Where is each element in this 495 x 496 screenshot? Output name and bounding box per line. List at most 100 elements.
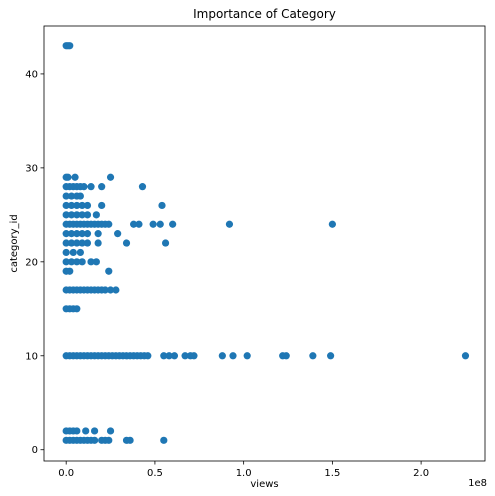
x-tick-label: 0.5 [147, 468, 163, 479]
scatter-point [73, 427, 81, 435]
scatter-point [67, 239, 76, 247]
scatter-point [98, 201, 106, 210]
scatter-point [78, 230, 86, 238]
scatter-point [165, 352, 173, 360]
y-tick-label: 30 [25, 163, 38, 174]
x-tick-label: 1.0 [236, 468, 252, 479]
scatter-point [62, 192, 70, 200]
scatter-point [90, 427, 99, 435]
scatter-point [69, 248, 77, 257]
scatter-point [78, 239, 86, 247]
scatter-point [169, 220, 177, 228]
scatter-point [82, 427, 90, 435]
scatter-point [62, 258, 70, 266]
y-tick-label: 10 [25, 351, 38, 362]
scatter-point [229, 352, 237, 360]
scatter-point [67, 230, 76, 238]
scatter-point [282, 352, 290, 360]
scatter-point [73, 239, 81, 247]
scatter-point [83, 239, 92, 247]
scatter-point [161, 239, 170, 247]
scatter-point [66, 267, 74, 275]
scatter-point [122, 239, 131, 247]
x-tick-label: 0.0 [58, 468, 74, 479]
scatter-point [92, 258, 100, 266]
scatter-point [190, 352, 198, 360]
scatter-point [73, 201, 81, 210]
x-axis-label: views [250, 479, 278, 490]
plot-frame [43, 25, 486, 462]
scatter-point [112, 286, 120, 294]
scatter-point [71, 173, 79, 181]
y-axis-label: category_id [9, 214, 20, 272]
x-tick-label: 1.5 [324, 468, 340, 479]
x-axis-offset-label: 1e8 [468, 478, 487, 489]
scatter-point [73, 305, 81, 313]
scatter-point [309, 352, 317, 360]
scatter-point [87, 183, 95, 191]
scatter-point [90, 436, 99, 444]
x-axis-ticks: 0.0 0.5 1.0 1.5 2.0 [58, 461, 429, 479]
scatter-point [94, 239, 102, 247]
scatter-point [87, 258, 95, 266]
scatter-point [156, 220, 164, 228]
scatter-point [138, 183, 147, 191]
scatter-point [106, 427, 115, 435]
scatter-point [218, 352, 226, 360]
scatter-point [144, 352, 152, 360]
scatter-point [76, 248, 84, 257]
scatter-point [101, 286, 109, 294]
y-tick-label: 20 [25, 257, 38, 268]
scatter-point [67, 201, 76, 210]
scatter-point [67, 211, 76, 219]
scatter-point [135, 220, 143, 228]
scatter-point [160, 436, 168, 444]
scatter-point [106, 286, 115, 294]
scatter-point [62, 230, 70, 238]
scatter-point [78, 201, 86, 210]
scatter-point [106, 173, 115, 181]
scatter-point [73, 211, 81, 219]
scatter-point [83, 230, 92, 238]
scatter-point [225, 220, 234, 228]
chart-title: Importance of Category [193, 7, 336, 21]
scatter-point [83, 201, 92, 210]
y-axis-ticks: 0 10 20 30 40 [25, 69, 44, 456]
scatter-point [126, 436, 134, 444]
scatter-point [170, 352, 179, 360]
scatter-point [67, 258, 76, 266]
scatter-point [80, 183, 88, 191]
scatter-point [92, 211, 100, 219]
scatter-point [328, 220, 336, 228]
x-tick-label: 2.0 [413, 468, 429, 479]
scatter-point [62, 201, 70, 210]
scatter-point [66, 42, 74, 50]
scatter-point [62, 239, 70, 247]
scatter-point [73, 258, 81, 266]
scatter-point [160, 352, 168, 360]
scatter-point [114, 230, 122, 238]
points-layer [62, 42, 470, 444]
scatter-point [158, 201, 166, 210]
scatter-point [94, 230, 102, 238]
scatter-point [98, 183, 106, 191]
scatter-point [67, 192, 76, 200]
scatter-point [62, 211, 70, 219]
scatter-point [105, 267, 113, 275]
scatter-point [78, 211, 86, 219]
scatter-point [181, 352, 189, 360]
scatter-point [105, 436, 113, 444]
scatter-point [327, 352, 335, 360]
scatter-point [105, 220, 113, 228]
scatter-point [149, 220, 157, 228]
scatter-point [243, 352, 251, 360]
y-tick-label: 0 [32, 445, 38, 456]
scatter-point [83, 211, 92, 219]
y-tick-label: 40 [25, 69, 38, 80]
scatter-point [76, 192, 84, 200]
scatter-point [130, 220, 138, 228]
scatter-point [64, 173, 72, 181]
scatter-point [62, 248, 70, 257]
